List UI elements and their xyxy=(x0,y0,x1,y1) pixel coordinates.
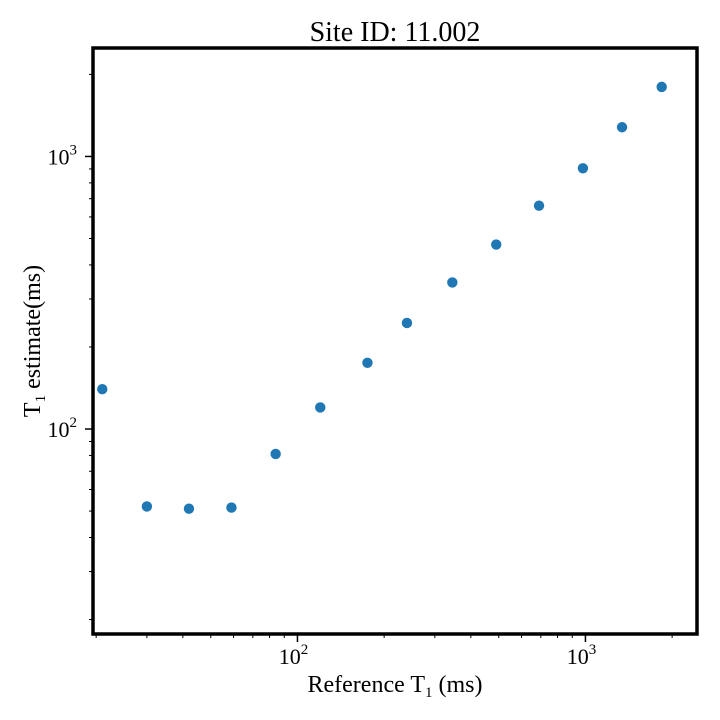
plot-frame xyxy=(91,46,699,636)
data-point xyxy=(183,503,195,514)
x-tick-label: 102 xyxy=(279,642,309,669)
y-tick-label: 103 xyxy=(48,142,78,169)
y-axis-ticks: 102 103 xyxy=(48,73,93,621)
y-axis-label-rest: estimate(ms) xyxy=(20,265,46,395)
data-point xyxy=(270,448,281,460)
data-point xyxy=(616,122,628,133)
x-axis-ticks: 102 103 xyxy=(95,634,673,669)
y-axis-label-base: T xyxy=(20,402,46,417)
data-point xyxy=(577,163,589,174)
x-axis-label-base: Reference T xyxy=(308,672,426,698)
x-axis-label-rest: (ms) xyxy=(432,672,482,698)
data-point xyxy=(533,200,545,211)
chart-title: Site ID: 11.002 xyxy=(310,17,481,48)
y-axis-label: T1 estimate(ms) xyxy=(20,265,49,417)
data-point xyxy=(447,277,458,288)
data-point xyxy=(141,501,153,512)
data-point xyxy=(491,239,502,250)
x-axis-label-sub: 1 xyxy=(425,685,433,701)
data-point xyxy=(401,317,413,329)
x-axis-label: Reference T1 (ms) xyxy=(308,672,483,701)
data-point xyxy=(226,502,237,513)
y-axis-label-sub: 1 xyxy=(33,395,49,403)
data-points xyxy=(97,81,667,514)
x-tick-label: 103 xyxy=(567,642,597,669)
data-point xyxy=(656,81,667,93)
data-point xyxy=(97,383,108,395)
data-point xyxy=(362,357,373,368)
data-point xyxy=(315,402,326,413)
y-tick-label: 102 xyxy=(48,415,78,442)
